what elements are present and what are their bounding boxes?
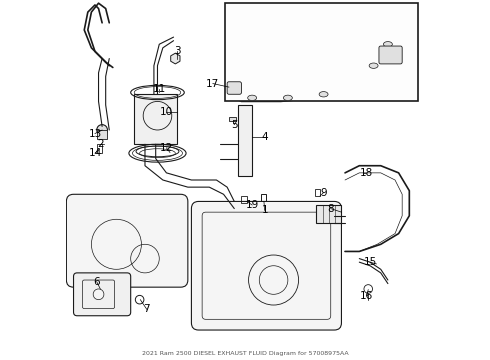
Text: 11: 11	[153, 84, 166, 94]
Ellipse shape	[369, 63, 378, 68]
Ellipse shape	[383, 41, 392, 47]
Bar	[97, 130, 107, 139]
FancyBboxPatch shape	[192, 202, 342, 330]
Text: 12: 12	[160, 143, 173, 153]
Ellipse shape	[247, 95, 257, 100]
FancyBboxPatch shape	[379, 46, 402, 64]
Text: 8: 8	[327, 203, 334, 213]
Text: 9: 9	[320, 188, 327, 198]
Circle shape	[97, 125, 107, 135]
Ellipse shape	[319, 91, 328, 97]
Text: 5: 5	[231, 120, 238, 130]
Text: 17: 17	[206, 78, 220, 89]
FancyBboxPatch shape	[227, 82, 242, 94]
Text: 10: 10	[160, 107, 173, 117]
Text: 19: 19	[245, 200, 259, 210]
Text: 7: 7	[144, 304, 150, 314]
Text: 2: 2	[97, 139, 104, 149]
Bar	[134, 94, 177, 144]
Bar	[317, 205, 342, 223]
Circle shape	[93, 289, 104, 300]
Text: 16: 16	[360, 291, 373, 301]
Text: 2021 Ram 2500 DIESEL EXHAUST FLUID Diagram for 57008975AA: 2021 Ram 2500 DIESEL EXHAUST FLUID Diagr…	[142, 351, 348, 356]
Bar	[229, 117, 236, 121]
Text: 13: 13	[88, 129, 101, 139]
FancyBboxPatch shape	[66, 194, 188, 287]
Text: 14: 14	[88, 148, 101, 158]
Text: 15: 15	[364, 257, 377, 267]
Bar	[225, 3, 418, 102]
Bar	[242, 196, 247, 203]
Text: 3: 3	[174, 46, 180, 57]
Ellipse shape	[283, 95, 293, 100]
Text: 4: 4	[261, 132, 268, 142]
Bar	[261, 194, 267, 202]
Bar	[315, 189, 320, 196]
Text: 18: 18	[360, 168, 373, 178]
Bar	[238, 105, 252, 176]
FancyBboxPatch shape	[74, 273, 131, 316]
Bar	[97, 144, 102, 153]
Text: 6: 6	[94, 277, 100, 287]
Text: 1: 1	[261, 205, 268, 215]
